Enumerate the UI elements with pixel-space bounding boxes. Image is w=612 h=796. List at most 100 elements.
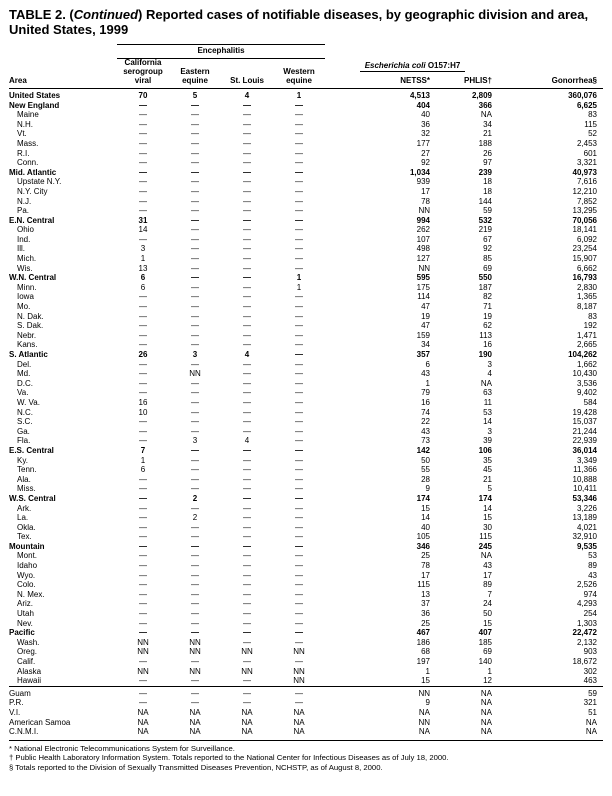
value-cell: 85 — [483, 254, 492, 264]
value-cell: — — [243, 561, 251, 571]
value-cell: 192 — [583, 321, 597, 331]
title-prefix: TABLE 2. ( — [9, 7, 74, 22]
table-row: W.N. Central 6 — — 1 595 550 16,793 — [9, 273, 603, 283]
table-row: D.C. — — — — 1 NA 3,536 — [9, 379, 603, 389]
table-row: Oreg. NN NN NN NN 68 69 903 — [9, 647, 603, 657]
col-header-area: Area — [9, 44, 117, 89]
value-cell: 302 — [583, 666, 597, 676]
value-cell: 16 — [483, 340, 492, 350]
value-cell: — — [139, 206, 147, 216]
value-cell: — — [139, 589, 147, 599]
value-cell: — — [191, 321, 199, 331]
area-cell: Wis. — [17, 263, 33, 273]
value-cell: 174 — [478, 493, 492, 503]
value-cell: 4 — [244, 436, 250, 446]
value-cell: NA — [480, 378, 492, 388]
value-cell: — — [243, 177, 251, 187]
value-cell: 190 — [478, 350, 492, 359]
area-cell: Ill. — [17, 244, 25, 254]
value-cell: — — [117, 685, 169, 699]
value-cell: — — [191, 609, 199, 619]
value-cell: 550 — [478, 273, 492, 283]
value-cell: — — [295, 599, 303, 609]
table-row: Wis. 13 — — — NN 69 6,662 — [9, 264, 603, 274]
value-cell: 4,293 — [576, 599, 597, 609]
value-cell: — — [191, 589, 199, 599]
table-row: W.S. Central — 2 — — 174 174 53,346 — [9, 494, 603, 504]
value-cell: — — [295, 561, 303, 571]
table-row: Upstate N.Y. — — — — 939 18 7,616 — [9, 177, 603, 187]
value-cell: 31 — [138, 215, 148, 225]
value-cell: — — [139, 493, 147, 503]
value-cell: — — [295, 426, 303, 436]
value-cell: — — [139, 158, 147, 168]
value-cell: — — [191, 522, 199, 532]
value-cell: 23,254 — [572, 244, 597, 254]
table-title: TABLE 2. (Continued) Reported cases of n… — [9, 7, 603, 37]
value-cell: — — [243, 532, 251, 542]
ecoli-species-italic: Escherichia coli — [364, 60, 426, 70]
value-cell: — — [139, 609, 147, 619]
notifiable-diseases-table: Area Encephalitis California serogroup v… — [9, 44, 603, 737]
area-cell: Pacific — [9, 628, 35, 638]
value-cell: NA — [137, 717, 149, 727]
area-cell: Upstate N.Y. — [17, 177, 62, 187]
table-row: Ark. — — — — 15 14 3,226 — [9, 504, 603, 514]
value-cell: — — [295, 359, 303, 369]
area-cell: Calif. — [17, 657, 36, 666]
value-cell: 106 — [478, 445, 492, 455]
value-cell: — — [295, 350, 303, 359]
value-cell: — — [191, 138, 199, 148]
table-row: Guam — — — — NN NA 59 — [9, 685, 603, 699]
value-cell: — — [139, 657, 147, 666]
footnotes: * National Electronic Telecommunications… — [9, 739, 603, 772]
value-cell: — — [295, 407, 303, 417]
area-cell: S. Atlantic — [9, 350, 48, 359]
value-cell: — — [243, 254, 251, 264]
value-cell: — — [243, 580, 251, 590]
area-cell: N.Y. City — [17, 186, 48, 196]
value-cell: 17 — [483, 570, 492, 580]
value-cell: — — [295, 503, 303, 513]
header-group-row: Area Encephalitis — [9, 44, 603, 89]
value-cell: 18 — [483, 186, 492, 196]
value-cell: 186 — [416, 637, 430, 647]
value-cell: 584 — [583, 397, 597, 407]
value-cell: — — [243, 378, 251, 388]
col-header-western-equine: Western equine — [273, 58, 325, 89]
value-cell: 19 — [483, 311, 492, 321]
value-cell: 5 — [487, 484, 492, 494]
area-cell: Miss. — [17, 484, 36, 494]
value-cell: — — [191, 215, 199, 225]
area-cell: Okla. — [17, 522, 36, 532]
col-header-st-louis: St. Louis — [221, 58, 273, 89]
value-cell: 321 — [583, 698, 597, 708]
value-cell: — — [139, 532, 147, 542]
value-cell: — — [243, 167, 251, 177]
area-cell: Tenn. — [17, 465, 37, 475]
value-cell: 26 — [483, 148, 492, 158]
value-cell: NN — [189, 666, 201, 676]
area-cell: Iowa — [17, 292, 34, 302]
table-row: Colo. — — — — 115 89 2,526 — [9, 580, 603, 590]
value-cell: — — [169, 685, 221, 699]
value-cell: — — [139, 484, 147, 494]
value-cell: 939 — [416, 177, 430, 187]
value-cell: NA — [440, 685, 500, 699]
header-subgroup-row: California serogroup viral Eastern equin… — [9, 58, 603, 89]
area-cell: N.J. — [17, 196, 32, 206]
value-cell: 467 — [416, 628, 430, 638]
value-cell: 11,366 — [573, 465, 597, 475]
value-cell: 40 — [421, 522, 430, 532]
value-cell: — — [139, 330, 147, 340]
value-cell: 127 — [416, 254, 430, 264]
value-cell: 92 — [421, 158, 430, 168]
value-cell: 10,411 — [573, 484, 597, 494]
value-cell: — — [139, 618, 147, 628]
value-cell: 3,349 — [576, 455, 597, 465]
area-cell: Kans. — [17, 340, 38, 350]
value-cell: — — [191, 206, 199, 216]
value-cell: 59 — [483, 206, 492, 216]
table-row: Tenn. 6 — — — 55 45 11,366 — [9, 465, 603, 475]
value-cell: — — [191, 561, 199, 571]
